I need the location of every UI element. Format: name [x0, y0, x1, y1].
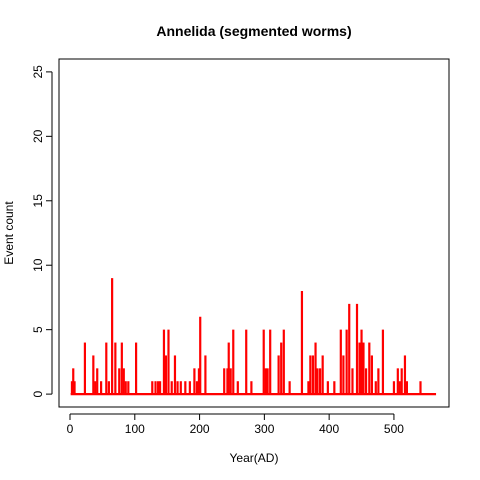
- x-axis: 0 100 200 300 400 500: [67, 413, 404, 436]
- y-tick-label: 10: [31, 258, 45, 272]
- x-axis-label: Year(AD): [230, 451, 279, 465]
- x-tick-label: 400: [319, 422, 339, 436]
- y-tick-label: 5: [31, 326, 45, 333]
- x-tick-label: 100: [125, 422, 145, 436]
- x-tick-label: 200: [190, 422, 210, 436]
- y-tick-label: 25: [31, 65, 45, 79]
- y-tick-label: 20: [31, 129, 45, 143]
- x-tick-label: 0: [67, 422, 74, 436]
- y-tick-label: 15: [31, 194, 45, 208]
- x-tick-label: 300: [254, 422, 274, 436]
- x-tick-label: 500: [384, 422, 404, 436]
- chart-title: Annelida (segmented worms): [156, 23, 351, 39]
- y-tick-label: 0: [31, 390, 45, 397]
- y-axis: 0 5 10 15 20 25: [31, 65, 53, 397]
- series-line: [70, 278, 437, 396]
- plot-frame: [58, 58, 450, 408]
- y-axis-label: Event count: [2, 201, 16, 265]
